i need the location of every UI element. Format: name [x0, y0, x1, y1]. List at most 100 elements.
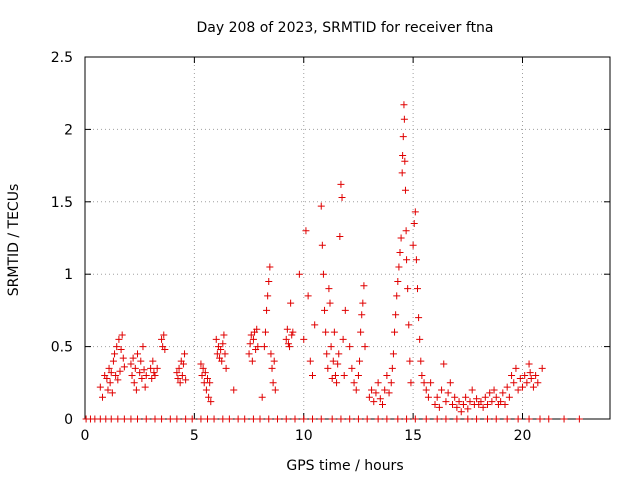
data-point: [337, 415, 345, 423]
data-point: [404, 285, 412, 293]
data-point: [106, 379, 114, 387]
data-point: [523, 379, 531, 387]
data-point: [324, 364, 332, 372]
data-point: [545, 415, 553, 423]
data-point: [501, 401, 509, 409]
data-point: [534, 379, 542, 387]
data-point: [117, 345, 125, 353]
data-point: [383, 415, 391, 423]
data-point: [151, 372, 159, 380]
x-tick-label: 10: [295, 428, 313, 444]
data-point: [400, 115, 408, 123]
data-point: [338, 193, 346, 201]
data-point: [328, 415, 336, 423]
data-point: [176, 379, 184, 387]
data-point: [397, 234, 405, 242]
data-point: [201, 369, 209, 377]
plot-frame: [84, 56, 611, 420]
data-point: [151, 415, 159, 423]
data-point: [359, 299, 367, 307]
data-point: [267, 350, 275, 358]
data-point: [449, 401, 456, 409]
data-point: [333, 379, 341, 387]
data-point: [401, 186, 409, 194]
y-tick-label: 0: [64, 412, 73, 428]
data-point: [396, 248, 404, 256]
data-point: [197, 360, 205, 368]
data-point: [453, 415, 461, 423]
data-point: [424, 393, 432, 401]
data-point: [120, 363, 128, 371]
data-point: [446, 379, 454, 387]
data-point: [399, 151, 407, 159]
data-point: [379, 401, 386, 409]
data-point: [178, 372, 186, 380]
data-point: [204, 415, 211, 423]
data-point: [221, 350, 229, 358]
data-point: [282, 415, 290, 423]
data-point: [197, 415, 205, 423]
data-point: [512, 364, 520, 372]
data-point: [254, 343, 262, 351]
data-point: [325, 285, 333, 293]
data-point: [217, 345, 225, 353]
data-point: [246, 340, 254, 348]
data-point: [289, 328, 297, 336]
data-point: [219, 415, 227, 423]
data-point: [182, 415, 190, 423]
data-point: [309, 415, 316, 423]
data-point: [352, 386, 360, 394]
data-point: [104, 386, 112, 394]
data-point: [107, 415, 115, 423]
data-point: [339, 335, 347, 343]
data-point: [282, 335, 290, 343]
data-point: [356, 357, 364, 365]
data-point: [218, 357, 226, 365]
chart-title: Day 208 of 2023, SRMTID for receiver ftn…: [196, 20, 493, 36]
data-point: [234, 415, 242, 423]
axis-ticks: [84, 56, 610, 420]
data-point: [265, 277, 273, 285]
data-point: [514, 415, 522, 423]
data-point: [309, 372, 316, 380]
data-point: [245, 350, 253, 358]
data-point: [327, 343, 335, 351]
data-point: [510, 379, 518, 387]
data-point: [363, 415, 371, 423]
data-point: [405, 321, 413, 329]
data-point: [288, 331, 296, 339]
data-point: [473, 415, 481, 423]
data-point: [486, 389, 494, 397]
data-point: [525, 415, 533, 423]
data-point: [435, 403, 443, 411]
data-point: [340, 372, 348, 380]
data-point: [402, 227, 410, 235]
x-tick-label: 15: [404, 428, 422, 444]
data-point: [503, 415, 511, 423]
data-point: [473, 395, 481, 403]
data-point: [415, 314, 423, 322]
data-point: [109, 357, 117, 365]
data-point: [284, 340, 292, 348]
data-point: [108, 389, 116, 397]
data-point: [225, 415, 233, 423]
data-point: [202, 386, 210, 394]
data-point: [514, 386, 522, 394]
data-point: [268, 364, 276, 372]
data-point: [321, 306, 329, 314]
data-point: [388, 364, 396, 372]
data-point: [350, 379, 358, 387]
data-point: [142, 415, 150, 423]
data-point: [317, 415, 325, 423]
data-point: [466, 398, 474, 406]
data-point: [497, 398, 505, 406]
data-point: [354, 415, 362, 423]
data-point: [318, 241, 326, 249]
data-point: [484, 415, 491, 423]
data-point: [326, 299, 334, 307]
data-point: [113, 343, 121, 351]
data-point: [253, 325, 261, 333]
data-point: [128, 372, 136, 380]
data-point: [323, 350, 331, 358]
data-point: [391, 328, 399, 336]
